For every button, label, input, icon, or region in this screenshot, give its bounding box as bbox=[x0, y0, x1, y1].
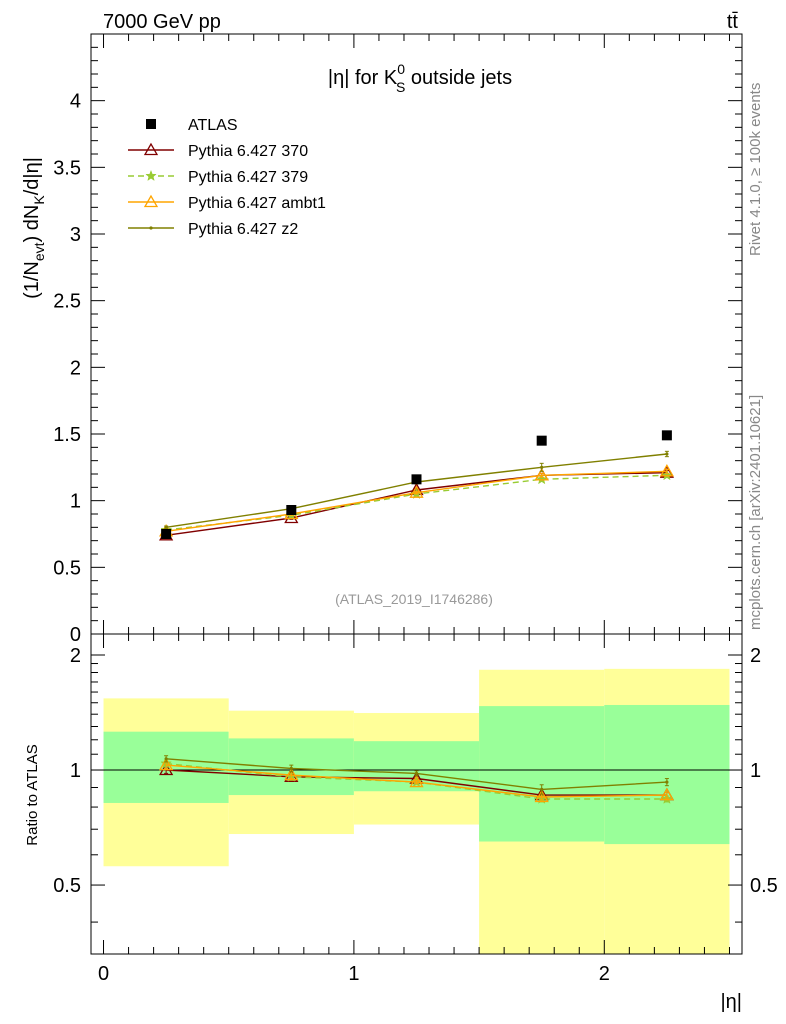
band-inner-bin bbox=[604, 704, 730, 845]
series-point-z2 bbox=[540, 465, 544, 469]
series-point-ambt1 bbox=[409, 485, 424, 498]
x-tick-label: 2 bbox=[599, 963, 610, 985]
y-tick-label: 2 bbox=[70, 357, 81, 379]
ratio-point-ambt1 bbox=[158, 757, 174, 771]
atlas-data-point bbox=[161, 529, 172, 539]
ratio-y-tick-label-left: 1 bbox=[70, 760, 81, 782]
ratio-y-tick-label-left: 0.5 bbox=[53, 875, 81, 897]
legend-label-p379: Pythia 6.427 379 bbox=[188, 169, 308, 186]
analysis-watermark: (ATLAS_2019_I1746286) bbox=[335, 591, 493, 607]
main-y-ticks: 0 0.5 1 1.5 2 2.5 3 3.5 4 bbox=[53, 46, 742, 646]
ratio-y-tick-label-right: 0.5 bbox=[750, 875, 778, 897]
legend-label-ambt1: Pythia 6.427 ambt1 bbox=[188, 195, 326, 212]
ratio-point-z2 bbox=[414, 771, 419, 775]
ratio-x-ticks: 0 1 2 bbox=[98, 634, 730, 985]
ratio-panel: 0.5 0.5 1 1 2 2 0 1 2 Ratio to ATLAS |η| bbox=[24, 633, 778, 1013]
series-point-p379 bbox=[535, 473, 548, 485]
legend: ATLAS Pythia 6.427 370 Pythia 6.427 379 Pyt… bbox=[128, 117, 326, 238]
legend-label-z2: Pythia 6.427 z2 bbox=[188, 221, 298, 238]
x-tick-label: 1 bbox=[348, 963, 359, 985]
series-point-p379 bbox=[661, 469, 673, 481]
ratio-point-z2 bbox=[289, 766, 293, 770]
ratio-point-z2 bbox=[665, 780, 669, 784]
ratio-y-tick-label-right: 2 bbox=[750, 645, 761, 667]
legend-marker-p379 bbox=[145, 169, 157, 181]
series-point-ambt1 bbox=[659, 464, 675, 477]
header-energy-label: 7000 GeV pp bbox=[103, 11, 221, 33]
ratio-y-tick-label-left: 2 bbox=[70, 645, 81, 667]
main-y-axis-label: (1/Nevt) dNK/d|η| bbox=[21, 157, 47, 299]
ratio-point-ambt1 bbox=[534, 789, 549, 803]
series-point-z2 bbox=[665, 452, 669, 456]
x-tick-label: 0 bbox=[98, 963, 109, 985]
legend-label-atlas: ATLAS bbox=[188, 117, 238, 134]
main-x-ticks bbox=[103, 34, 730, 634]
atlas-data-point bbox=[286, 505, 297, 515]
atlas-data-point bbox=[661, 430, 672, 441]
y-tick-label: 2.5 bbox=[53, 291, 81, 313]
ratio-plot-frame bbox=[90, 633, 743, 955]
x-axis-label: |η| bbox=[720, 991, 742, 1013]
y-tick-label: 3.5 bbox=[53, 157, 81, 179]
legend-marker-p370 bbox=[143, 142, 159, 156]
y-tick-label: 0 bbox=[70, 624, 81, 646]
ratio-point-z2 bbox=[164, 757, 168, 761]
rivet-version-label: Rivet 4.1.0, ≥ 100k events bbox=[747, 83, 764, 256]
legend-marker-z2 bbox=[149, 226, 153, 230]
main-panel: 0 0.5 1 1.5 2 2.5 3 3.5 4 |η| for K0 S outside je… bbox=[21, 33, 743, 646]
legend-marker-ambt1 bbox=[143, 194, 159, 208]
y-tick-label: 1.5 bbox=[53, 424, 81, 446]
ratio-point-z2 bbox=[540, 787, 544, 791]
y-tick-label: 4 bbox=[70, 91, 81, 113]
series-point-z2 bbox=[164, 525, 168, 529]
legend-label-p370: Pythia 6.427 370 bbox=[188, 143, 308, 160]
ratio-point-ambt1 bbox=[284, 767, 299, 781]
series-point-ambt1 bbox=[534, 468, 549, 481]
ratio-y-tick-label-right: 1 bbox=[750, 760, 761, 782]
series-point-p370 bbox=[284, 510, 299, 524]
atlas-data-point bbox=[411, 474, 422, 485]
y-tick-label: 0.5 bbox=[53, 557, 81, 579]
ratio-uncertainty-bands bbox=[103, 668, 730, 954]
main-plot-title: |η| for K0 S outside jets bbox=[328, 61, 512, 95]
ratio-plot-marks bbox=[158, 755, 675, 804]
y-tick-label: 1 bbox=[70, 491, 81, 513]
ratio-y-axis-label: Ratio to ATLAS bbox=[24, 744, 41, 845]
ratio-point-ambt1 bbox=[409, 774, 424, 788]
atlas-data-point bbox=[536, 435, 547, 446]
band-inner-bin bbox=[479, 706, 605, 842]
ratio-y-ticks: 0.5 0.5 1 1 2 2 bbox=[53, 645, 778, 923]
main-plot-marks bbox=[158, 430, 675, 541]
header-process-label: tt̄ bbox=[727, 11, 739, 33]
ratio-point-ambt1 bbox=[659, 787, 675, 801]
y-tick-label: 3 bbox=[70, 224, 81, 246]
legend-marker-atlas bbox=[146, 119, 156, 129]
mcplots-label: mcplots.cern.ch [arXiv:2401.10621] bbox=[747, 395, 764, 630]
